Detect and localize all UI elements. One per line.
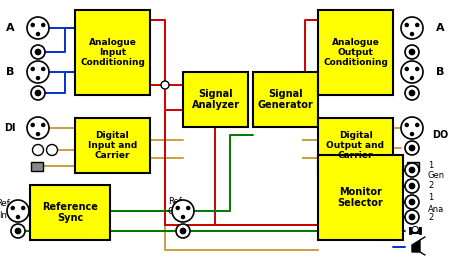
Circle shape (17, 216, 19, 219)
Circle shape (31, 123, 34, 126)
Bar (318, 10, 393, 95)
Text: B: B (6, 67, 14, 77)
Circle shape (410, 183, 414, 189)
Text: Analogue
Input
Conditioning: Analogue Input Conditioning (80, 38, 145, 67)
Circle shape (31, 86, 45, 100)
Bar (253, 72, 318, 127)
Bar (75, 10, 150, 95)
Circle shape (180, 228, 186, 234)
Bar (318, 118, 393, 173)
Circle shape (401, 117, 423, 139)
Circle shape (31, 45, 45, 59)
Circle shape (7, 200, 29, 222)
Circle shape (31, 23, 34, 26)
Circle shape (27, 17, 49, 39)
Text: Gen: Gen (428, 171, 445, 180)
Text: 1: 1 (428, 194, 433, 203)
Circle shape (410, 199, 414, 205)
Text: DI: DI (4, 123, 16, 133)
Circle shape (42, 123, 45, 126)
Circle shape (405, 210, 419, 224)
Circle shape (410, 49, 414, 55)
Circle shape (405, 123, 408, 126)
Text: 2: 2 (428, 181, 433, 190)
Text: Ref: Ref (0, 199, 10, 208)
Circle shape (410, 167, 414, 173)
Circle shape (401, 61, 423, 83)
Text: Ref: Ref (168, 197, 182, 207)
Circle shape (176, 206, 179, 209)
Circle shape (181, 216, 184, 219)
Text: Digital
Output and
Carrier: Digital Output and Carrier (327, 131, 384, 160)
Circle shape (36, 32, 40, 35)
Circle shape (405, 45, 419, 59)
Circle shape (416, 23, 419, 26)
Text: Signal
Generator: Signal Generator (257, 89, 313, 110)
Circle shape (405, 179, 419, 193)
Circle shape (42, 23, 45, 26)
Text: B: B (436, 67, 444, 77)
Circle shape (36, 77, 40, 80)
Text: Ω: Ω (411, 226, 419, 236)
Circle shape (31, 67, 34, 70)
Circle shape (46, 144, 58, 155)
Circle shape (416, 67, 419, 70)
Circle shape (401, 17, 423, 39)
Circle shape (405, 67, 408, 70)
Bar (183, 72, 248, 127)
Text: 1: 1 (428, 161, 433, 170)
Circle shape (32, 144, 44, 155)
Circle shape (410, 32, 414, 35)
Text: Out: Out (167, 207, 183, 216)
Circle shape (410, 90, 414, 96)
Circle shape (36, 49, 40, 55)
Circle shape (22, 206, 25, 209)
Text: 2: 2 (428, 213, 433, 222)
Circle shape (11, 224, 25, 238)
Text: Digital
Input and
Carrier: Digital Input and Carrier (88, 131, 137, 160)
Circle shape (405, 195, 419, 209)
Circle shape (27, 61, 49, 83)
Bar (407, 162, 419, 171)
Text: Ana: Ana (428, 205, 444, 214)
Bar (30, 185, 110, 240)
Circle shape (36, 133, 40, 136)
Text: DO: DO (432, 130, 448, 140)
Bar (318, 155, 403, 240)
Text: Signal
Analyzer: Signal Analyzer (192, 89, 239, 110)
Circle shape (42, 67, 45, 70)
Circle shape (36, 90, 40, 96)
Text: Analogue
Output
Conditioning: Analogue Output Conditioning (323, 38, 388, 67)
Polygon shape (412, 240, 420, 252)
Bar (75, 118, 150, 173)
Text: A: A (436, 23, 444, 33)
Circle shape (410, 77, 414, 80)
Text: In: In (0, 210, 7, 219)
Circle shape (405, 163, 419, 177)
Circle shape (172, 200, 194, 222)
Bar (31, 162, 43, 171)
Circle shape (405, 23, 408, 26)
Circle shape (410, 145, 414, 151)
Text: Monitor
Selector: Monitor Selector (338, 187, 383, 208)
Circle shape (15, 228, 21, 234)
Circle shape (11, 206, 14, 209)
Circle shape (410, 214, 414, 220)
Circle shape (176, 224, 190, 238)
Text: A: A (6, 23, 14, 33)
Circle shape (405, 86, 419, 100)
Circle shape (161, 81, 169, 89)
Text: Reference
Sync: Reference Sync (42, 202, 98, 223)
Circle shape (405, 141, 419, 155)
Circle shape (416, 123, 419, 126)
Circle shape (187, 206, 190, 209)
Circle shape (410, 133, 414, 136)
Circle shape (27, 117, 49, 139)
